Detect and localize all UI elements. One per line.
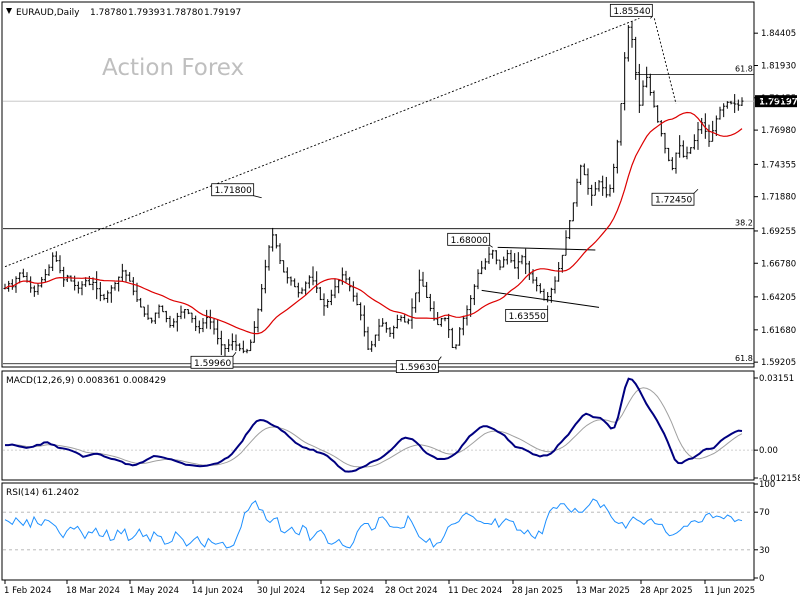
- price-y-tick-label: 1.76980: [761, 126, 796, 136]
- annotation-label: 1.59630: [399, 363, 436, 373]
- current-price-box: [755, 95, 797, 108]
- macd-series-signal: [5, 387, 743, 468]
- annotation-connector: [693, 188, 699, 194]
- retrace-dotted: [653, 18, 677, 104]
- x-tick-label: 18 Mar 2024: [66, 586, 120, 596]
- annotation-box: [651, 192, 695, 206]
- fib-level-label: 61.8: [735, 354, 753, 363]
- triangle-upper-line: [497, 246, 596, 251]
- annotation-box: [609, 3, 653, 17]
- annotation-connector: [489, 245, 493, 248]
- annotation-label: 1.59960: [194, 359, 231, 369]
- annotation-box: [190, 355, 234, 369]
- price-y-tick-label: 1.59205: [761, 358, 796, 368]
- rsi-layer: [3, 498, 754, 551]
- macd-y-tick-label: 0.03151: [759, 374, 794, 384]
- price-y-tick-label: 1.84405: [761, 29, 796, 39]
- ohlc-open: 1.78780: [90, 8, 127, 18]
- price-y-tick-label: 1.69255: [761, 227, 796, 237]
- x-tick-label: 11 Dec 2024: [448, 586, 502, 596]
- price-y-tick-label: 1.81930: [761, 61, 796, 71]
- price-layer: 61.8 38.2 61.8 1.85540 1.71800 1.68000 1.63550…: [3, 3, 798, 374]
- annotation-connector: [438, 356, 442, 361]
- annotation-box: [395, 360, 439, 374]
- annotation-label: 1.63550: [509, 312, 546, 322]
- price-panel-frame: [1, 1, 755, 368]
- x-tick-label: 1 May 2024: [129, 586, 179, 596]
- x-tick-label: 28 Jan 2025: [512, 586, 563, 596]
- rsi-y-tick-label: 100: [759, 480, 775, 490]
- annotation-label: 1.72450: [655, 196, 692, 206]
- watermark: Action Forex: [102, 55, 244, 81]
- annotation-box: [447, 232, 491, 246]
- x-tick-label: 14 Jun 2024: [192, 586, 243, 596]
- x-tick-label: 30 Jul 2024: [257, 586, 305, 596]
- macd-layer: [3, 377, 754, 473]
- annotation-connector: [232, 352, 237, 357]
- trendline-dotted: [4, 17, 640, 268]
- annotation-connector: [253, 195, 262, 199]
- macd-y-tick-label: 0.00: [759, 446, 778, 456]
- x-tick-label: 11 Jun 2025: [704, 586, 755, 596]
- x-tick-label: 1 Feb 2024: [4, 586, 52, 596]
- price-y-tick-label: 1.64205: [761, 293, 796, 303]
- rsi-y-tick-label: 30: [759, 546, 770, 556]
- x-tick-label: 28 Apr 2025: [640, 586, 693, 596]
- rsi-series-line: [4, 498, 743, 549]
- rsi-panel-title: RSI(14) 61.2402: [6, 488, 79, 498]
- annotation-box: [211, 183, 255, 197]
- annotation-connector: [650, 16, 653, 19]
- fib-level-label: 61.8: [735, 64, 753, 73]
- current-price-label: 1.79197: [759, 98, 798, 108]
- price-y-tick-label: 1.79455: [761, 94, 796, 104]
- price-y-tick-label: 1.74355: [761, 160, 796, 170]
- annotation-box: [505, 309, 549, 322]
- rsi-y-tick-label: 70: [759, 508, 770, 518]
- price-y-tick-label: 1.66780: [761, 259, 796, 269]
- x-tick-label: 13 Mar 2025: [576, 586, 630, 596]
- macd-series-macd: [5, 377, 743, 473]
- macd-panel-title: MACD(12,26,9) 0.008361 0.008429: [6, 376, 166, 386]
- moving-average-line: [4, 111, 743, 335]
- triangle-lower-line: [481, 289, 600, 308]
- price-y-tick-label: 1.61680: [761, 326, 796, 336]
- annotation-label: 1.71800: [215, 186, 252, 196]
- ohlc-high: 1.79393: [128, 8, 165, 18]
- macd-y-tick-label: -0.012158: [759, 474, 800, 484]
- annotation-label: 1.85540: [613, 7, 650, 17]
- price-panel-title: EURAUD,Daily: [16, 8, 80, 18]
- ohlc-low: 1.78780: [166, 8, 203, 18]
- axis-layer: 1.84405 1.81930 1.79455 1.76980 1.74355 1.718…: [4, 29, 800, 596]
- x-tick-label: 28 Oct 2024: [385, 586, 438, 596]
- annotation-label: 1.68000: [451, 236, 488, 246]
- macd-panel-frame: [1, 370, 755, 481]
- collapse-triangle-icon[interactable]: [6, 8, 12, 14]
- price-y-tick-label: 1.71880: [761, 193, 796, 203]
- rsi-panel-frame: [1, 482, 755, 581]
- fib-level-label: 38.2: [735, 219, 753, 228]
- x-tick-label: 12 Sep 2024: [320, 586, 374, 596]
- ohlc-close: 1.79197: [204, 8, 241, 18]
- rsi-y-tick-label: 0: [759, 574, 764, 584]
